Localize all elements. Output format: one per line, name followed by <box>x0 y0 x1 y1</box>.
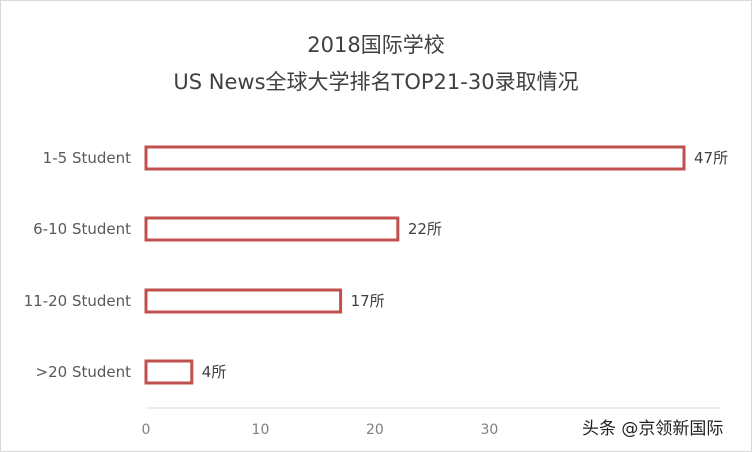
data-label: 17所 <box>351 292 385 310</box>
bar <box>144 216 400 242</box>
x-tick-label: 0 <box>142 422 151 438</box>
data-label: 4所 <box>202 363 227 381</box>
x-tick-label: 30 <box>480 422 498 438</box>
category-label: 6-10 Student <box>33 220 131 238</box>
bars <box>144 145 686 385</box>
category-label: 11-20 Student <box>24 292 132 310</box>
x-tick-label: 20 <box>366 422 384 438</box>
x-tick-label: 10 <box>252 422 270 438</box>
category-label: 1-5 Student <box>43 149 131 167</box>
data-label: 47所 <box>694 149 728 167</box>
chart-title-line-1: 2018国际学校 <box>307 33 445 57</box>
bar <box>144 359 194 385</box>
bar <box>144 288 343 314</box>
category-labels: 1-5 Student 6-10 Student 11-20 Student >20 … <box>24 149 132 381</box>
chart-title-line-2: US News全球大学排名TOP21-30录取情况 <box>173 70 579 94</box>
x-axis-ticks: 0 10 20 30 <box>142 422 499 438</box>
data-label: 22所 <box>408 220 442 238</box>
category-label: >20 Student <box>36 363 132 381</box>
data-labels: 47所 22所 17所 4所 <box>202 149 728 381</box>
bar <box>144 145 686 171</box>
watermark: 头条 @京领新国际 <box>582 419 724 439</box>
